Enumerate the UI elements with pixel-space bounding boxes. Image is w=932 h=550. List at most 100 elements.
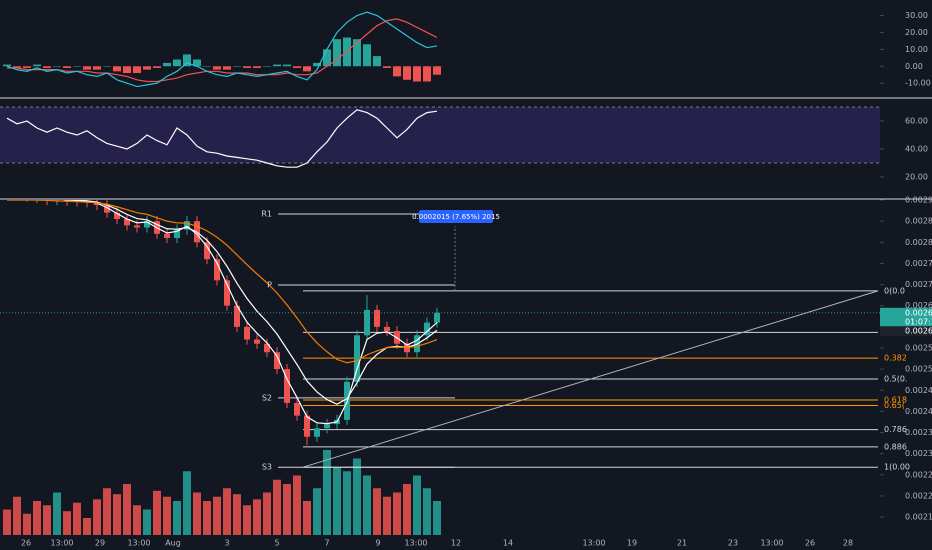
volume-bar [263, 492, 271, 535]
candle-body [324, 424, 330, 429]
y-tick-label: 30.00 [905, 11, 928, 20]
macd-panel [3, 11, 441, 88]
candle-body [284, 369, 290, 403]
volume-bar [223, 488, 231, 535]
histogram-bar [313, 62, 321, 67]
measure-box [419, 210, 493, 223]
y-tick-label: 0.0028500 [905, 217, 932, 226]
histogram-bar [203, 66, 211, 67]
volume-bar [133, 505, 141, 535]
candle-body [114, 212, 120, 220]
line [7, 200, 438, 364]
fib-trend-line [302, 290, 879, 468]
y-tick-label: 0.0023500 [905, 428, 932, 437]
y-tick-label: 0.0025000 [905, 365, 932, 374]
x-tick-label: 13:00 [127, 539, 150, 548]
histogram-bar [93, 66, 101, 70]
pivot-label: S3 [262, 463, 272, 472]
histogram-bar [43, 66, 51, 68]
candle-body [254, 339, 260, 344]
y-tick-label: 60.00 [905, 117, 928, 126]
fib-label: 0.786 [884, 425, 907, 434]
x-tick-label: 9 [375, 539, 380, 548]
candle-body [314, 428, 320, 437]
x-tick-label: 13:00 [404, 539, 427, 548]
y-tick-label: 0.0021500 [905, 513, 932, 522]
histogram-bar [273, 64, 281, 67]
histogram-bar [103, 66, 111, 67]
candle-body [434, 312, 440, 323]
histogram-bar [353, 39, 361, 67]
histogram-bar [123, 66, 131, 74]
y-tick-label: 20.00 [905, 28, 928, 37]
y-tick-label: 0.0025500 [905, 343, 932, 352]
candle-body [134, 225, 140, 228]
volume-bar [303, 501, 311, 535]
rsi-band [0, 107, 880, 163]
candle-body [364, 309, 370, 336]
prev-price-box [880, 326, 932, 337]
fib-label: 0(0.0 [884, 286, 905, 295]
x-tick-label: 23 [728, 539, 738, 548]
volume-bar [373, 488, 381, 535]
line [6, 11, 438, 88]
y-tick-label: 0.0027000 [905, 280, 932, 289]
line [6, 109, 438, 168]
volume-bar [173, 501, 181, 535]
x-tick-label: 28 [843, 539, 853, 548]
histogram-bar [393, 66, 401, 77]
y-tick-label: -10.00 [905, 79, 931, 88]
y-tick-label: 0.0022000 [905, 491, 932, 500]
candle-body [144, 221, 150, 228]
candle-body [354, 335, 360, 382]
y-tick-label: 0.0026500 [905, 301, 932, 310]
histogram-bar [263, 66, 271, 67]
fib-label: 0.886 [884, 442, 907, 451]
histogram-bar [433, 66, 441, 75]
histogram-bar [233, 66, 241, 67]
histogram-bar [243, 66, 251, 68]
volume-bar [363, 475, 371, 535]
candle-body [164, 233, 170, 239]
volume-bar [93, 499, 101, 535]
x-tick-label: 7 [324, 539, 329, 548]
histogram-bar [403, 66, 411, 80]
x-tick-label: 14 [503, 539, 513, 548]
x-tick-label: 13:00 [50, 539, 73, 548]
x-tick-label: 21 [677, 539, 687, 548]
histogram-bar [373, 56, 381, 67]
histogram-bar [3, 64, 11, 67]
histogram-bar [63, 66, 71, 68]
histogram-bar [303, 66, 311, 72]
volume-bar [53, 492, 61, 535]
countdown-label: 01:07:34 [905, 317, 932, 326]
last-price-box [880, 307, 932, 327]
x-tick-label: Aug [165, 539, 181, 548]
pivot-label: S2 [262, 393, 272, 402]
volume-bar [83, 518, 91, 535]
x-tick-label: 3 [224, 539, 229, 548]
fib-label: 0.5(0. [884, 375, 907, 384]
histogram-bar [53, 66, 61, 67]
last-price-label: 0.0026332 [905, 308, 932, 317]
histogram-bar [413, 66, 421, 82]
y-tick-label: 40.00 [905, 145, 928, 154]
fib-label: 0.382 [884, 354, 907, 363]
histogram-bar [83, 66, 91, 70]
fib-label: 0.618 [884, 395, 907, 404]
candle-body [264, 343, 270, 353]
volume-bar [403, 484, 411, 535]
y-tick-label: 0.0024000 [905, 407, 932, 416]
histogram-bar [133, 66, 141, 74]
histogram-bar [343, 37, 351, 67]
volume-bar [213, 496, 221, 535]
x-tick-label: 29 [95, 539, 105, 548]
pivot-label: R1 [261, 209, 272, 218]
x-tick-label: 26 [21, 539, 31, 548]
volume-bar [143, 509, 151, 535]
histogram-bar [383, 66, 391, 68]
histogram-bar [23, 66, 31, 68]
volume-bar [413, 475, 421, 535]
volume-bar [433, 501, 441, 535]
